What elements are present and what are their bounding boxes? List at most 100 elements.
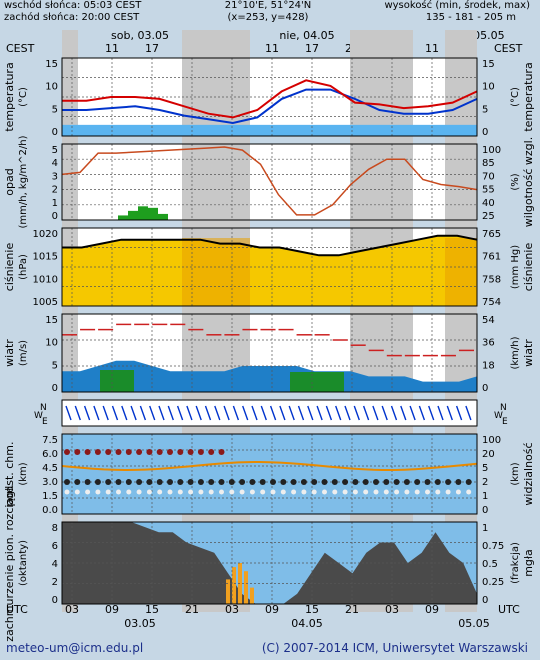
cloud-top-dot: [414, 489, 420, 495]
tick-left: 3: [52, 171, 58, 182]
tick-left: 0: [52, 127, 58, 138]
panel-night-band: [445, 144, 477, 220]
wind-arrow: [149, 405, 156, 421]
axis-label-left: opad: [3, 168, 16, 195]
fog-bar: [226, 579, 230, 604]
cloud-base-dot: [228, 479, 235, 485]
high-cloud-dot: [84, 449, 91, 455]
precip-bar: [138, 206, 148, 220]
cloud-top-dot: [219, 489, 224, 495]
cloud-base-dot: [197, 479, 204, 485]
wind-arrow: [251, 405, 258, 421]
wind-arrow: [130, 405, 137, 421]
pressure-dark-band: [182, 238, 250, 306]
cloud-base-dot: [403, 479, 410, 485]
top-hour-label: 11: [105, 42, 119, 55]
cloud-base-dot: [352, 479, 359, 485]
axis-label-left: zachmurzenie pion. rozciągł.: [3, 484, 16, 642]
tick-left: 2: [52, 577, 58, 588]
wind-arrow: [223, 405, 230, 421]
tick-left: 0: [52, 211, 58, 222]
panel-border: [61, 57, 478, 137]
cloud-base-dot: [167, 479, 173, 485]
wind-arrow: [344, 405, 351, 421]
footer-email[interactable]: meteo-um@icm.edu.pl: [6, 641, 143, 655]
axis-label-right: mgła: [522, 549, 535, 577]
tick-left: 7.5: [42, 435, 58, 446]
cloud-top-dot: [455, 489, 461, 495]
cloud-top-dot: [404, 489, 410, 495]
wind-arrow: [316, 405, 323, 421]
wind-area: [62, 360, 477, 392]
wind-arrow: [260, 405, 267, 421]
panel-border: [61, 227, 478, 307]
tick-left: 5: [52, 145, 58, 156]
compass-letter: N: [500, 403, 507, 413]
axis-label-right: ciśnienie: [522, 243, 535, 292]
below-zero-band: [62, 124, 477, 136]
axis-unit-right: (°C): [510, 87, 521, 107]
cloud-top-dot: [270, 489, 276, 495]
compass-letter: N: [40, 403, 47, 413]
cloud-base-dot: [187, 479, 194, 485]
wind-arrow: [372, 405, 379, 421]
cloud-base-dot: [74, 479, 81, 485]
pressure-line: [62, 234, 478, 257]
cloud-base-dot: [455, 479, 462, 485]
tick-left: 8: [52, 523, 58, 534]
tick-left: 2: [52, 185, 58, 196]
cloud-top-dot: [301, 489, 307, 495]
tick-right: 0: [482, 383, 488, 394]
bottom-hour-label: 03: [385, 603, 399, 616]
cloud-top-dot: [373, 489, 379, 495]
cloud-base-bg: [62, 434, 477, 514]
tick-left: 1005: [33, 297, 58, 308]
tick-right: 20: [482, 449, 495, 460]
panel-temp: temperatura (°C) temperatura(°C)1510501510…: [3, 57, 535, 138]
humidity-line: [61, 146, 478, 216]
cloud-top-dot: [383, 489, 389, 495]
axis-unit-left: (m/s): [18, 340, 29, 366]
wind-arrow: [362, 405, 370, 421]
top-hour-label: 11: [265, 42, 279, 55]
tick-right: 25: [482, 211, 495, 222]
axis-unit-left: (hPa): [18, 254, 29, 280]
wind-arrow: [232, 405, 240, 421]
coords-text: 21°10'E, 51°24'N: [225, 0, 312, 11]
dewpoint-line: [62, 88, 478, 125]
tick-right: 18: [482, 360, 495, 371]
tick-left: 0: [52, 595, 58, 606]
wind-arrow: [158, 405, 165, 421]
cloud-top-dot: [64, 489, 70, 495]
wind-arrow: [195, 405, 202, 421]
axis-label-left: ciśnienie: [3, 243, 16, 292]
tick-left: 10: [45, 82, 58, 93]
dir-bg: [62, 400, 477, 426]
bottom-hour-label: 21: [185, 603, 199, 616]
tick-right: 55: [482, 185, 495, 196]
cloud-base-dot: [280, 479, 287, 485]
wind-arrow: [335, 405, 342, 421]
wind-arrow: [111, 405, 119, 421]
top-hour-label: 11: [425, 42, 439, 55]
tz-left: CEST: [6, 42, 35, 55]
tick-right: 2: [482, 477, 488, 488]
tick-right: 0.5: [482, 559, 498, 570]
cloud-base-dot: [424, 479, 431, 485]
pressure-dark-band: [445, 238, 477, 306]
wind-arrow: [307, 405, 314, 421]
cloud-base-dot: [136, 479, 143, 485]
axis-label-left: wiatr: [3, 339, 16, 367]
tick-left: 1015: [33, 252, 58, 263]
tick-left: 10: [45, 338, 58, 349]
cloud-top-dot: [363, 489, 369, 495]
tick-left: 15: [45, 59, 58, 70]
tick-right: 36: [482, 338, 495, 349]
cloud-base-dot: [393, 479, 400, 485]
bottom-hour-label: 09: [265, 603, 279, 616]
wind-arrow: [409, 405, 416, 421]
fog-bar: [250, 587, 254, 604]
sunset-text: zachód słońca: 20:00 CEST: [4, 11, 140, 23]
cloud-top-dot: [208, 489, 214, 495]
cloud-top-dot: [260, 489, 266, 495]
